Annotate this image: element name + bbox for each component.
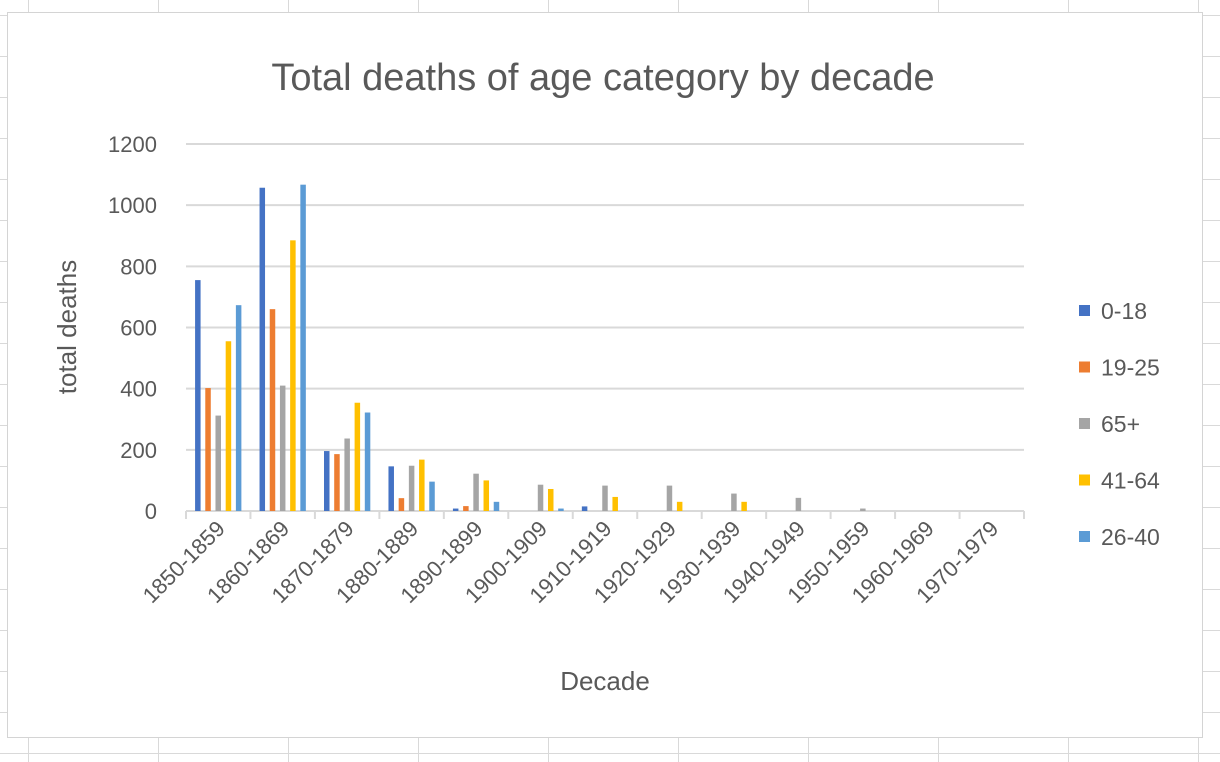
x-axis-title: Decade xyxy=(560,666,650,696)
bar-41-64-1900-1909[interactable] xyxy=(547,488,554,511)
bars xyxy=(195,184,866,511)
y-tick-label: 400 xyxy=(120,377,157,402)
legend-label-0-18: 0-18 xyxy=(1101,298,1147,324)
legend-swatch-19-25 xyxy=(1079,361,1090,373)
y-tick-label: 200 xyxy=(120,438,157,463)
bar-65+-1870-1879[interactable] xyxy=(344,438,350,511)
legend-label-19-25: 19-25 xyxy=(1101,355,1160,381)
bar-65+-1950-1959[interactable] xyxy=(860,508,866,511)
bar-26-40-1850-1859[interactable] xyxy=(235,305,242,511)
bar-65+-1940-1949[interactable] xyxy=(795,497,802,511)
legend-label-41-64: 41-64 xyxy=(1101,468,1160,494)
bar-41-64-1880-1889[interactable] xyxy=(419,459,425,511)
bar-19-25-1880-1889[interactable] xyxy=(398,498,405,511)
bar-26-40-1880-1889[interactable] xyxy=(429,481,435,511)
bar-65+-1860-1869[interactable] xyxy=(279,385,286,511)
legend-swatch-41-64 xyxy=(1079,474,1090,486)
bar-65+-1900-1909[interactable] xyxy=(537,484,544,511)
bar-26-40-1890-1899[interactable] xyxy=(493,501,500,511)
x-axis-tick-labels: 1850-18591860-18691870-18791880-18891890… xyxy=(138,516,1004,608)
y-tick-label: 1200 xyxy=(108,132,157,157)
bar-19-25-1890-1899[interactable] xyxy=(463,506,469,511)
legend-swatch-26-40 xyxy=(1079,531,1090,542)
y-tick-label: 600 xyxy=(120,316,157,341)
bar-26-40-1870-1879[interactable] xyxy=(364,412,371,511)
y-axis-title: total deaths xyxy=(52,260,82,394)
chart-title: Total deaths of age category by decade xyxy=(271,57,934,99)
legend-swatch-65+ xyxy=(1079,418,1090,429)
chart-area[interactable] xyxy=(7,12,1203,738)
bar-41-64-1860-1869[interactable] xyxy=(290,240,296,511)
bar-65+-1930-1939[interactable] xyxy=(731,493,737,511)
legend-swatch-0-18 xyxy=(1079,305,1090,316)
bar-41-64-1930-1939[interactable] xyxy=(741,501,747,511)
bar-19-25-1850-1859[interactable] xyxy=(205,388,211,511)
y-tick-label: 800 xyxy=(120,254,157,279)
bar-0-18-1890-1899[interactable] xyxy=(452,508,459,511)
bar-41-64-1890-1899[interactable] xyxy=(483,480,490,511)
y-axis-tick-labels: 0 200 400 600 800 1000 1200 xyxy=(108,132,157,524)
bar-41-64-1850-1859[interactable] xyxy=(225,341,232,511)
bar-65+-1920-1929[interactable] xyxy=(666,485,673,511)
legend-label-65+: 65+ xyxy=(1101,411,1140,437)
bar-26-40-1900-1909[interactable] xyxy=(558,508,564,511)
bar-0-18-1880-1889[interactable] xyxy=(388,466,394,511)
bar-65+-1910-1919[interactable] xyxy=(602,485,608,511)
bar-65+-1880-1889[interactable] xyxy=(408,465,415,511)
bar-41-64-1910-1919[interactable] xyxy=(612,496,618,511)
bar-65+-1890-1899[interactable] xyxy=(473,473,479,511)
legend-label-26-40: 26-40 xyxy=(1101,524,1160,550)
bar-19-25-1870-1879[interactable] xyxy=(334,454,340,511)
bar-0-18-1910-1919[interactable] xyxy=(581,506,588,511)
bar-0-18-1870-1879[interactable] xyxy=(324,451,330,511)
bar-65+-1850-1859[interactable] xyxy=(215,415,221,511)
bar-41-64-1870-1879[interactable] xyxy=(354,402,361,511)
bar-0-18-1850-1859[interactable] xyxy=(195,280,201,511)
y-tick-label: 0 xyxy=(145,499,157,524)
bar-26-40-1860-1869[interactable] xyxy=(300,184,306,511)
legend: 0-18 19-25 65+ 41-64 26-40 xyxy=(1079,298,1160,550)
y-tick-label: 1000 xyxy=(108,193,157,218)
x-axis xyxy=(185,510,1025,519)
bar-0-18-1860-1869[interactable] xyxy=(259,187,266,511)
gridlines xyxy=(186,143,1024,451)
bar-19-25-1860-1869[interactable] xyxy=(269,309,276,511)
bar-41-64-1920-1929[interactable] xyxy=(676,501,683,511)
